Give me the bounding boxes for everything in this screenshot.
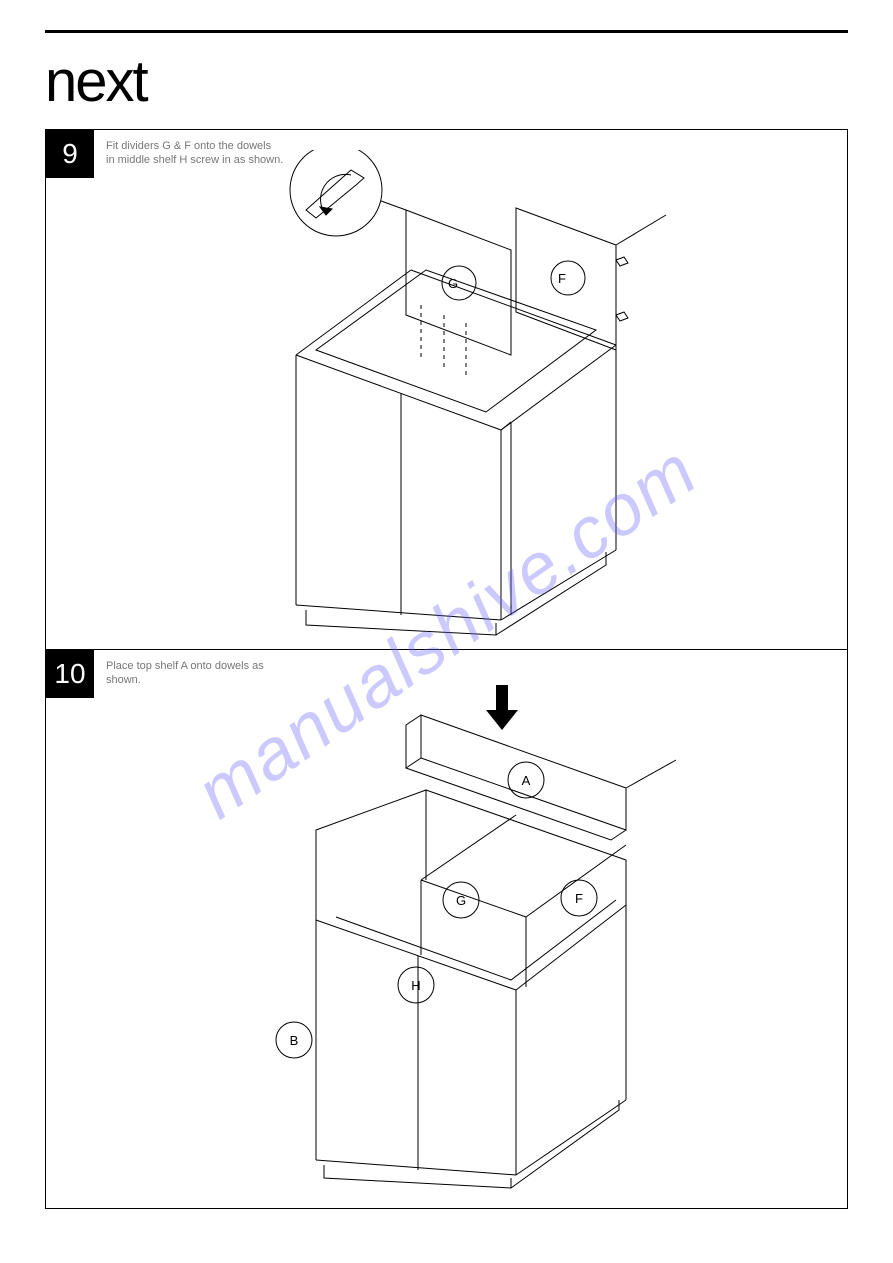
top-rule: [45, 30, 848, 33]
part-label-g: G: [448, 276, 458, 291]
diagram-step-10: A G H F B: [196, 670, 716, 1190]
step-number: 9: [62, 138, 78, 170]
part-label-f: F: [558, 271, 566, 286]
part-label-f: F: [575, 891, 583, 906]
brand-logo: next: [45, 53, 848, 111]
step-number-box: 10: [46, 650, 94, 698]
part-label-a: A: [522, 773, 531, 788]
part-label-g: G: [456, 893, 466, 908]
part-label-b: B: [290, 1033, 299, 1048]
step-number-box: 9: [46, 130, 94, 178]
panel-step-10: 10 Place top shelf A onto dowels as show…: [46, 650, 847, 1208]
step-number: 10: [54, 658, 85, 690]
part-label-h: H: [411, 978, 420, 993]
instruction-panels: 9 Fit dividers G & F onto the dowels in …: [45, 129, 848, 1209]
panel-step-9: 9 Fit dividers G & F onto the dowels in …: [46, 130, 847, 650]
diagram-step-9: G F: [186, 150, 706, 640]
instruction-text-line2: shown.: [106, 674, 141, 686]
